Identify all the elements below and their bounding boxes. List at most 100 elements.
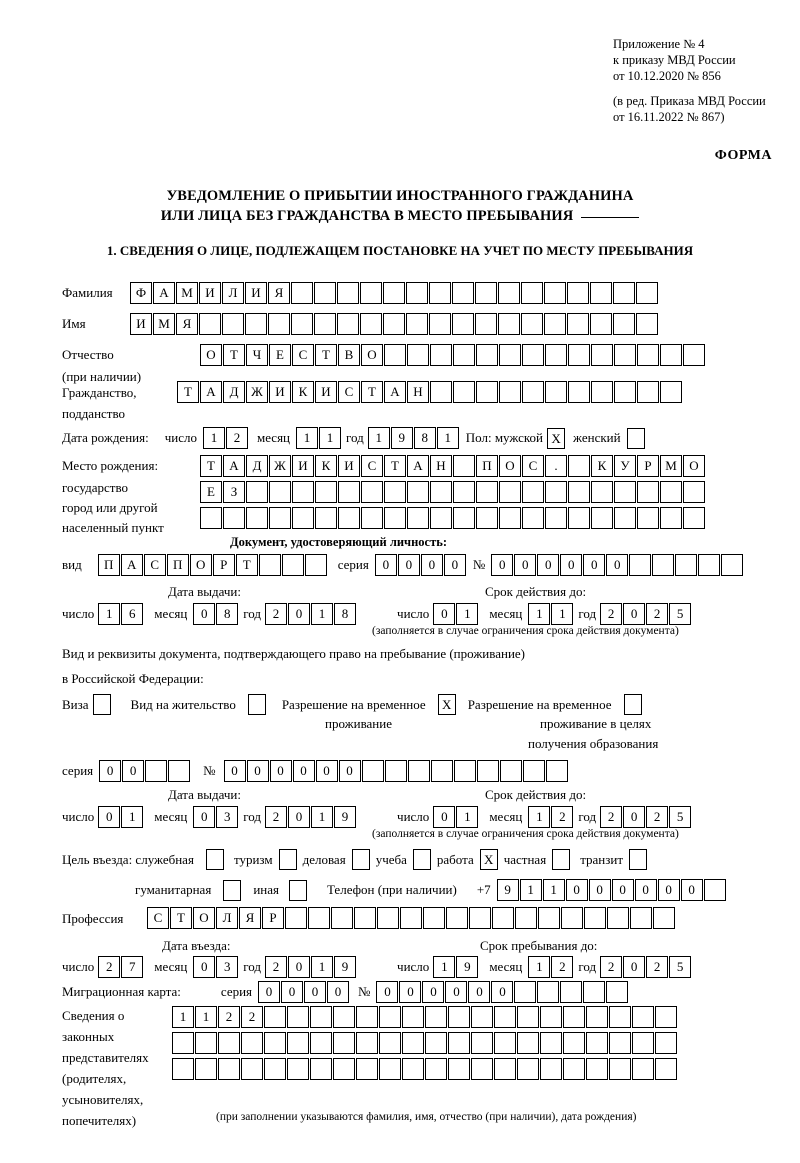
char-cell[interactable] bbox=[499, 381, 521, 403]
char-cell[interactable] bbox=[379, 1006, 401, 1028]
char-cell[interactable]: Р bbox=[212, 554, 235, 576]
char-cell[interactable]: 9 bbox=[334, 806, 357, 828]
char-cell[interactable]: Л bbox=[222, 282, 244, 304]
char-cell[interactable]: 2 bbox=[265, 956, 288, 978]
char-cell[interactable] bbox=[407, 507, 429, 529]
char-cell[interactable] bbox=[609, 1032, 631, 1054]
char-cell[interactable] bbox=[314, 313, 336, 335]
char-cell[interactable] bbox=[521, 282, 543, 304]
char-cell[interactable]: 0 bbox=[565, 879, 588, 901]
char-cell[interactable] bbox=[383, 282, 405, 304]
char-cell[interactable] bbox=[281, 554, 304, 576]
char-cell[interactable]: Т bbox=[384, 455, 406, 477]
char-cell[interactable] bbox=[287, 1032, 309, 1054]
char-cell[interactable] bbox=[614, 507, 636, 529]
char-cell[interactable] bbox=[356, 1058, 378, 1080]
char-cell[interactable] bbox=[544, 313, 566, 335]
char-cell[interactable] bbox=[400, 907, 422, 929]
char-cell[interactable] bbox=[425, 1032, 447, 1054]
char-cell[interactable] bbox=[563, 1058, 585, 1080]
char-cell[interactable] bbox=[522, 760, 545, 782]
char-cell[interactable]: 2 bbox=[551, 806, 574, 828]
char-cell[interactable] bbox=[430, 481, 452, 503]
char-cell[interactable] bbox=[361, 760, 384, 782]
char-cell[interactable] bbox=[218, 1032, 240, 1054]
char-cell[interactable] bbox=[721, 554, 744, 576]
char-cell[interactable] bbox=[609, 1058, 631, 1080]
char-cell[interactable]: И bbox=[269, 381, 291, 403]
char-cell[interactable] bbox=[314, 282, 336, 304]
char-cell[interactable]: Т bbox=[315, 344, 337, 366]
char-cell[interactable] bbox=[310, 1058, 332, 1080]
char-cell[interactable]: 1 bbox=[202, 427, 225, 449]
char-cell[interactable] bbox=[476, 344, 498, 366]
char-cell[interactable]: 0 bbox=[292, 760, 315, 782]
char-cell[interactable]: М bbox=[176, 282, 198, 304]
char-cell[interactable] bbox=[568, 344, 590, 366]
char-cell[interactable] bbox=[338, 481, 360, 503]
char-cell[interactable]: 1 bbox=[551, 603, 574, 625]
char-cell[interactable] bbox=[453, 381, 475, 403]
char-cell[interactable] bbox=[632, 1058, 654, 1080]
char-cell[interactable] bbox=[218, 1058, 240, 1080]
checkbox-residence-permit[interactable] bbox=[247, 694, 266, 715]
char-cell[interactable]: А bbox=[120, 554, 143, 576]
char-cell[interactable]: Р bbox=[637, 455, 659, 477]
char-cell[interactable] bbox=[521, 313, 543, 335]
char-cell[interactable]: 0 bbox=[288, 956, 311, 978]
char-cell[interactable] bbox=[614, 381, 636, 403]
char-cell[interactable] bbox=[703, 879, 726, 901]
char-cell[interactable] bbox=[241, 1032, 263, 1054]
char-cell[interactable]: Д bbox=[223, 381, 245, 403]
char-cell[interactable] bbox=[545, 344, 567, 366]
char-cell[interactable] bbox=[407, 481, 429, 503]
char-cell[interactable]: 8 bbox=[334, 603, 357, 625]
char-cell[interactable]: И bbox=[130, 313, 152, 335]
char-cell[interactable] bbox=[499, 344, 521, 366]
char-cell[interactable]: 0 bbox=[99, 760, 122, 782]
char-cell[interactable] bbox=[652, 554, 675, 576]
char-cell[interactable] bbox=[498, 282, 520, 304]
char-cell[interactable]: 1 bbox=[519, 879, 542, 901]
legal-rep-cells-row2[interactable] bbox=[172, 1032, 678, 1054]
checkbox-purpose-official[interactable] bbox=[205, 849, 224, 870]
char-cell[interactable] bbox=[586, 1006, 608, 1028]
char-cell[interactable] bbox=[614, 481, 636, 503]
char-cell[interactable]: 0 bbox=[433, 806, 456, 828]
char-cell[interactable]: Т bbox=[200, 455, 222, 477]
char-cell[interactable]: 1 bbox=[367, 427, 390, 449]
char-cell[interactable]: Ж bbox=[269, 455, 291, 477]
char-cell[interactable] bbox=[356, 1006, 378, 1028]
checkbox-purpose-tourism[interactable] bbox=[278, 849, 297, 870]
char-cell[interactable] bbox=[264, 1006, 286, 1028]
char-cell[interactable] bbox=[660, 381, 682, 403]
char-cell[interactable]: Ж bbox=[246, 381, 268, 403]
char-cell[interactable]: 5 bbox=[669, 603, 692, 625]
char-cell[interactable]: И bbox=[199, 282, 221, 304]
char-cell[interactable] bbox=[333, 1058, 355, 1080]
char-cell[interactable] bbox=[560, 981, 583, 1003]
char-cell[interactable]: С bbox=[338, 381, 360, 403]
char-cell[interactable]: И bbox=[315, 381, 337, 403]
char-cell[interactable] bbox=[630, 907, 652, 929]
char-cell[interactable]: О bbox=[193, 907, 215, 929]
char-cell[interactable] bbox=[337, 313, 359, 335]
char-cell[interactable] bbox=[563, 1032, 585, 1054]
char-cell[interactable] bbox=[384, 481, 406, 503]
char-cell[interactable] bbox=[637, 381, 659, 403]
char-cell[interactable] bbox=[200, 507, 222, 529]
char-cell[interactable]: 1 bbox=[436, 427, 459, 449]
char-cell[interactable] bbox=[476, 507, 498, 529]
char-cell[interactable] bbox=[591, 507, 613, 529]
char-cell[interactable]: 8 bbox=[216, 603, 239, 625]
char-cell[interactable] bbox=[407, 344, 429, 366]
